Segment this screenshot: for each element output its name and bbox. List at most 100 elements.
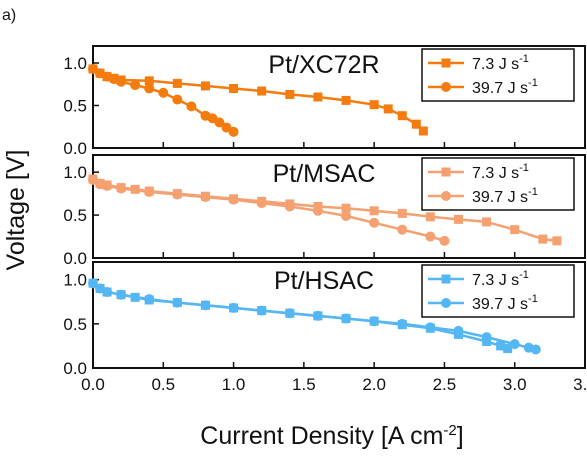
y-tick-label: 0.5 xyxy=(63,206,87,225)
y-tick-label: 0.0 xyxy=(63,139,87,158)
legend-label-main: 7.3 J s xyxy=(472,56,519,73)
data-point-square xyxy=(453,214,463,224)
data-point-circle xyxy=(439,235,450,246)
data-point-square xyxy=(496,341,506,351)
data-point-circle xyxy=(341,210,352,221)
x-tick-label: 3.0 xyxy=(503,375,527,394)
panel-2: 0.00.51.0 Pt/MSAC 7.3 J s-139.7 J s-1 xyxy=(63,154,586,268)
legend-label-sup: -1 xyxy=(528,77,538,89)
y-tick-label: 0.0 xyxy=(63,359,87,378)
legend-marker-square xyxy=(441,167,451,177)
y-tick-label: 1.0 xyxy=(63,271,87,290)
data-point-square xyxy=(383,104,393,114)
data-point-square xyxy=(313,92,323,102)
data-point-square xyxy=(229,84,239,93)
data-point-circle xyxy=(509,339,520,350)
data-point-square xyxy=(397,208,407,218)
legend-marker-circle xyxy=(441,191,451,201)
data-point-circle xyxy=(284,201,295,212)
y-tick-label: 0.5 xyxy=(63,315,87,334)
data-point-circle xyxy=(228,302,239,313)
data-point-square xyxy=(341,95,351,105)
data-point-square xyxy=(418,126,428,136)
plot-frame xyxy=(92,261,586,369)
legend-label: 7.3 J s-1 xyxy=(472,53,529,73)
panel-3: 0.0 0.5 1.0 0.0 0.5 1.0 1.5 2.0 2.5 3.0 3.5 Pt/HSAC… xyxy=(63,261,587,394)
data-point-square xyxy=(482,217,492,227)
data-point-circle xyxy=(116,289,127,300)
data-point-circle xyxy=(397,224,408,235)
panel-title: Pt/XC72R xyxy=(268,51,379,79)
data-point-circle xyxy=(425,322,436,333)
legend-label-sup: -1 xyxy=(519,53,529,65)
legend-box xyxy=(421,157,575,211)
legend-label-main: 7.3 J s xyxy=(472,165,519,182)
data-point-circle xyxy=(200,300,211,311)
y-axis-label: Voltage [V] xyxy=(2,150,30,271)
y-tick-label: 1.0 xyxy=(63,54,87,73)
data-point-circle xyxy=(116,183,127,194)
data-point-circle xyxy=(144,294,155,305)
legend-marker-circle xyxy=(441,82,451,92)
x-tick-label: 0.0 xyxy=(81,375,105,394)
legend-label-main: 39.7 J s xyxy=(472,80,528,97)
data-point-circle xyxy=(256,198,267,209)
data-point-circle xyxy=(369,217,380,228)
data-point-circle xyxy=(481,332,492,343)
series-line-2 xyxy=(92,178,445,242)
y-tick-label: 0.5 xyxy=(63,97,87,116)
data-point-circle xyxy=(312,205,323,216)
data-point-circle xyxy=(228,126,239,137)
plot-frame xyxy=(92,154,586,259)
data-point-circle xyxy=(102,180,113,191)
legend-label-sup: -1 xyxy=(528,293,538,305)
panel-letter: a) xyxy=(2,7,16,24)
data-point-circle xyxy=(256,305,267,316)
data-point-square xyxy=(341,203,351,213)
panel-title: Pt/HSAC xyxy=(274,267,374,295)
data-point-square xyxy=(552,236,562,246)
legend-box xyxy=(421,48,575,102)
data-point-square xyxy=(172,78,182,88)
legend-label: 7.3 J s-1 xyxy=(472,162,529,182)
data-point-circle xyxy=(172,189,183,200)
panel-title: Pt/MSAC xyxy=(273,160,376,188)
data-point-circle xyxy=(341,313,352,324)
x-tick-label: 2.5 xyxy=(433,375,457,394)
legend-label-main: 7.3 J s xyxy=(472,272,519,289)
plot-frame xyxy=(92,45,586,149)
data-point-square xyxy=(369,206,379,216)
data-point-circle xyxy=(144,83,155,94)
legend-label: 39.7 J s-1 xyxy=(472,293,538,313)
data-point-square xyxy=(538,234,548,244)
y-tick-label: 1.0 xyxy=(63,163,87,182)
legend-label: 39.7 J s-1 xyxy=(472,186,538,206)
data-point-circle xyxy=(130,80,141,91)
data-point-circle xyxy=(397,318,408,329)
data-point-circle xyxy=(530,344,541,355)
x-tick-label: 0.5 xyxy=(151,375,175,394)
data-point-circle xyxy=(228,194,239,205)
data-point-circle xyxy=(284,308,295,319)
data-point-square xyxy=(144,76,154,86)
legend-box xyxy=(421,264,575,318)
plot-area: 0.00.51.0 Pt/XC72R 7.3 J s-139.7 J s-10.00… xyxy=(63,45,587,394)
data-point-circle xyxy=(214,117,225,128)
data-point-circle xyxy=(144,186,155,197)
legend-label-sup: -1 xyxy=(519,162,529,174)
x-tick-label: 2.0 xyxy=(362,375,386,394)
y-tick-label: 0.0 xyxy=(63,249,87,268)
data-point-circle xyxy=(172,297,183,308)
legend-marker-square xyxy=(441,58,451,68)
legend-label-sup: -1 xyxy=(528,186,538,198)
data-point-circle xyxy=(158,87,169,98)
data-point-square xyxy=(503,344,513,354)
data-point-circle xyxy=(200,192,211,203)
data-point-circle xyxy=(312,310,323,321)
x-tick-label: 1.5 xyxy=(292,375,316,394)
data-point-square xyxy=(257,86,267,96)
data-point-square xyxy=(369,100,379,110)
data-point-square xyxy=(200,81,210,91)
legend-label: 7.3 J s-1 xyxy=(472,269,529,289)
